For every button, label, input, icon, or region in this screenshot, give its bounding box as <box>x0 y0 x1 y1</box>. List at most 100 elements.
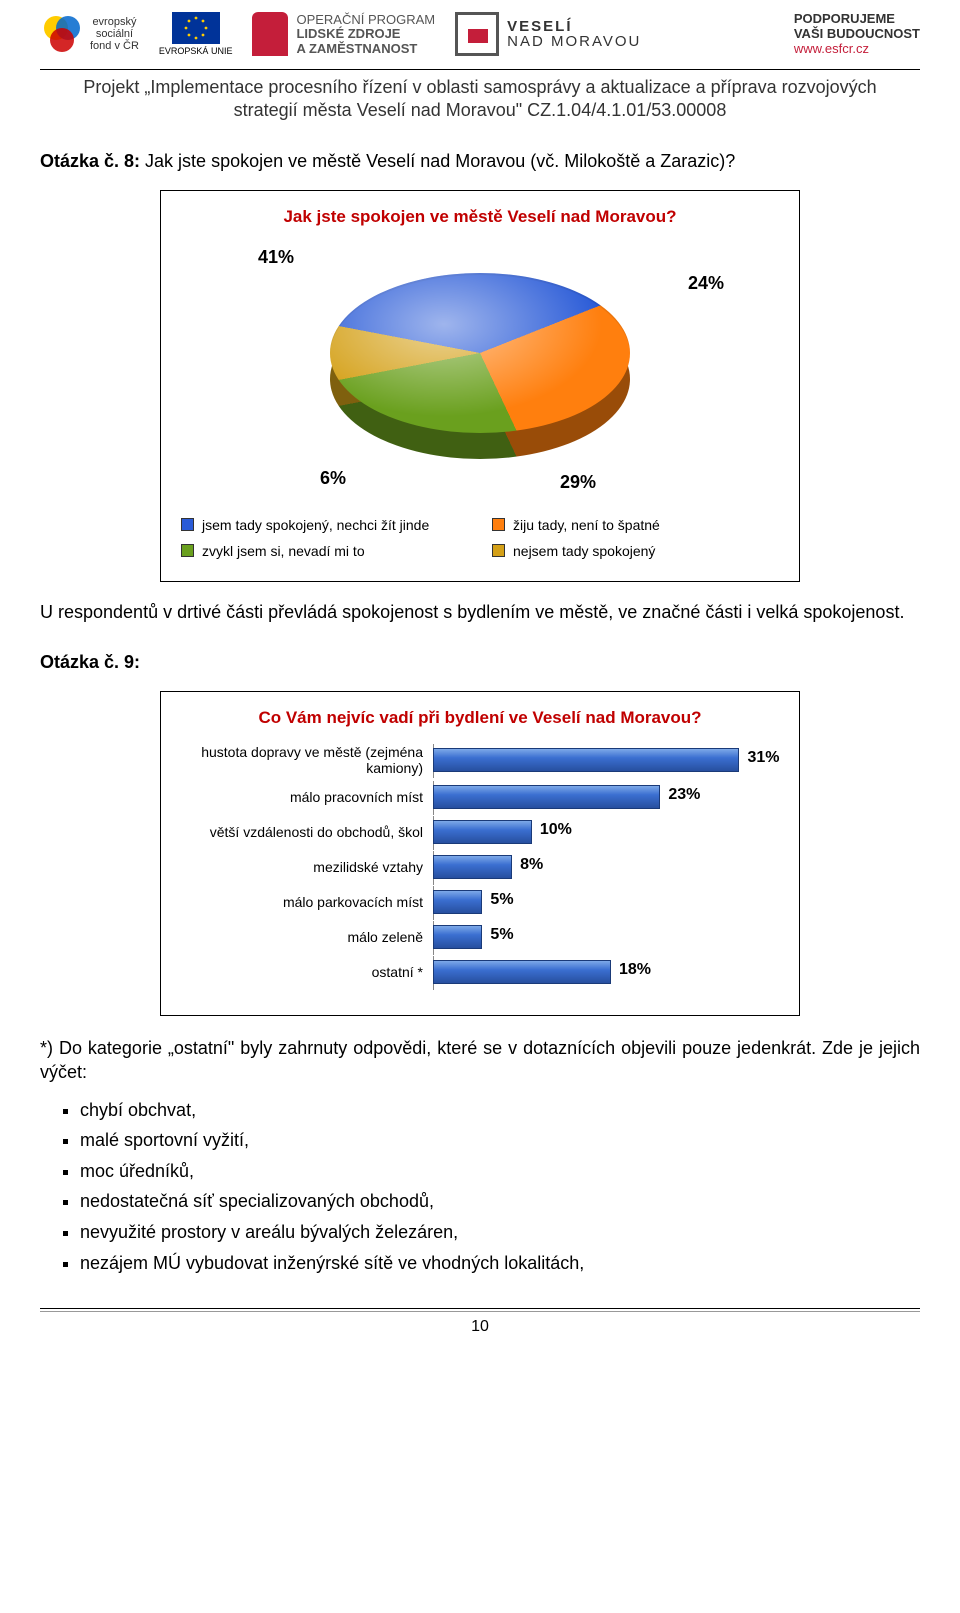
pie-label-2: 24% <box>688 273 724 294</box>
legend-label-3: zvykl jsem si, nevadí mi to <box>202 543 365 559</box>
bar-value: 31% <box>747 749 779 767</box>
bar-value: 5% <box>490 891 513 909</box>
op-icon <box>252 12 288 56</box>
pie-top <box>330 273 630 433</box>
esf-line-2: sociální <box>96 28 133 40</box>
legend-label-1: jsem tady spokojený, nechci žít jinde <box>202 517 429 533</box>
swatch-3 <box>181 544 194 557</box>
sp-l2: VAŠI BUDOUCNOST <box>794 27 920 42</box>
bar-fill <box>433 748 739 772</box>
bar-row: ostatní * 18% <box>181 958 779 986</box>
eu-label: EVROPSKÁ UNIE <box>159 46 233 56</box>
project-title: Projekt „Implementace procesního řízení … <box>40 76 920 123</box>
bar-track: 5% <box>433 923 779 951</box>
pt-l2: strategií města Veselí nad Moravou" CZ.1… <box>234 100 727 120</box>
bar-fill <box>433 855 512 879</box>
bullet-item: nevyužité prostory v areálu bývalých žel… <box>80 1217 920 1248</box>
esf-line-3: fond v ČR <box>90 40 139 52</box>
bar-value: 10% <box>540 821 572 839</box>
bullet-item: chybí obchvat, <box>80 1095 920 1126</box>
bar-category: málo zeleně <box>181 929 433 945</box>
eu-flag-icon <box>172 12 220 44</box>
op-l1: OPERAČNÍ PROGRAM <box>296 13 435 27</box>
q8-prefix: Otázka č. 8: <box>40 151 140 171</box>
bar-fill <box>433 925 482 949</box>
bar-chart: hustota dopravy ve městě (zejména kamion… <box>181 744 779 986</box>
esf-text: evropský sociální fond v ČR <box>90 16 139 52</box>
pt-l1: Projekt „Implementace procesního řízení … <box>83 77 876 97</box>
bar-category: mezilidské vztahy <box>181 859 433 875</box>
bullet-item: nedostatečná síť specializovaných obchod… <box>80 1186 920 1217</box>
pie-group <box>330 273 630 453</box>
footer-rule-top <box>40 1308 920 1309</box>
bar-track: 5% <box>433 888 779 916</box>
header-logos: evropský sociální fond v ČR EVROPSKÁ UNI… <box>40 0 920 65</box>
bar-track: 31% <box>433 746 779 774</box>
question-8-heading: Otázka č. 8: Jak jste spokojen ve městě … <box>40 151 920 172</box>
esf-line-1: evropský <box>92 16 136 28</box>
bar-fill <box>433 890 482 914</box>
bullet-item: moc úředníků, <box>80 1156 920 1187</box>
bar-value: 23% <box>668 786 700 804</box>
legend-label-2: žiju tady, není to špatné <box>513 517 660 533</box>
bar-fill <box>433 960 611 984</box>
op-l3: A ZAMĚSTNANOST <box>296 42 435 56</box>
bar-track: 10% <box>433 818 779 846</box>
bar-category: větší vzdálenosti do obchodů, škol <box>181 824 433 840</box>
footer-rule-bot <box>40 1311 920 1312</box>
vm-l1: VESELÍ <box>507 19 641 35</box>
legend-label-4: nejsem tady spokojený <box>513 543 655 559</box>
pie-chart-box: Jak jste spokojen ve městě Veselí nad Mo… <box>160 190 800 582</box>
bar-category: málo parkovacích míst <box>181 894 433 910</box>
pie-chart: 41% 24% 29% 6% <box>200 243 760 503</box>
q9-prefix: Otázka č. 9: <box>40 652 140 672</box>
header-rule <box>40 69 920 70</box>
legend-item-2: žiju tady, není to špatné <box>492 517 779 533</box>
swatch-4 <box>492 544 505 557</box>
bar-row: málo zeleně5% <box>181 923 779 951</box>
q8-text: Jak jste spokojen ve městě Veselí nad Mo… <box>140 151 735 171</box>
bar-row: mezilidské vztahy 8% <box>181 853 779 881</box>
bar-chart-title: Co Vám nejvíc vadí při bydlení ve Veselí… <box>181 708 779 728</box>
footnote: *) Do kategorie „ostatní" byly zahrnuty … <box>40 1036 920 1085</box>
mid-paragraph: U respondentů v drtivé části převládá sp… <box>40 600 920 624</box>
bar-track: 23% <box>433 783 779 811</box>
bar-fill <box>433 820 532 844</box>
bullet-list: chybí obchvat,malé sportovní vyžití,moc … <box>40 1095 920 1279</box>
bar-row: málo pracovních míst 23% <box>181 783 779 811</box>
legend-item-4: nejsem tady spokojený <box>492 543 779 559</box>
esf-icon <box>40 12 84 56</box>
sp-l1: PODPORUJEME <box>794 12 920 27</box>
op-l2: LIDSKÉ ZDROJE <box>296 27 435 41</box>
bar-value: 18% <box>619 961 651 979</box>
page-number: 10 <box>40 1318 920 1336</box>
document-page: evropský sociální fond v ČR EVROPSKÁ UNI… <box>0 0 960 1366</box>
bar-category: hustota dopravy ve městě (zejména kamion… <box>181 744 433 776</box>
legend-item-1: jsem tady spokojený, nechci žít jinde <box>181 517 468 533</box>
pie-label-3: 29% <box>560 472 596 493</box>
bullet-item: nezájem MÚ vybudovat inženýrské sítě ve … <box>80 1248 920 1279</box>
legend-item-3: zvykl jsem si, nevadí mi to <box>181 543 468 559</box>
swatch-2 <box>492 518 505 531</box>
bar-category: málo pracovních míst <box>181 789 433 805</box>
question-9-heading: Otázka č. 9: <box>40 652 920 673</box>
bar-track: 18% <box>433 958 779 986</box>
bar-fill <box>433 785 660 809</box>
bar-chart-box: Co Vám nejvíc vadí při bydlení ve Veselí… <box>160 691 800 1016</box>
vm-l2: NAD MORAVOU <box>507 34 641 50</box>
pie-label-1: 41% <box>258 247 294 268</box>
bar-category: ostatní * <box>181 964 433 980</box>
bar-row: hustota dopravy ve městě (zejména kamion… <box>181 744 779 776</box>
op-text: OPERAČNÍ PROGRAM LIDSKÉ ZDROJE A ZAMĚSTN… <box>296 13 435 56</box>
bullet-item: malé sportovní vyžití, <box>80 1125 920 1156</box>
swatch-1 <box>181 518 194 531</box>
op-logo: OPERAČNÍ PROGRAM LIDSKÉ ZDROJE A ZAMĚSTN… <box>252 12 435 56</box>
bar-row: větší vzdálenosti do obchodů, škol 10% <box>181 818 779 846</box>
eu-flag-block: EVROPSKÁ UNIE <box>159 12 233 56</box>
sp-link: www.esfcr.cz <box>794 42 920 57</box>
pie-chart-title: Jak jste spokojen ve městě Veselí nad Mo… <box>181 207 779 227</box>
veseli-text: VESELÍ NAD MORAVOU <box>507 19 641 51</box>
pie-label-4: 6% <box>320 468 346 489</box>
bar-value: 8% <box>520 856 543 874</box>
veseli-logo: VESELÍ NAD MORAVOU <box>455 12 641 56</box>
